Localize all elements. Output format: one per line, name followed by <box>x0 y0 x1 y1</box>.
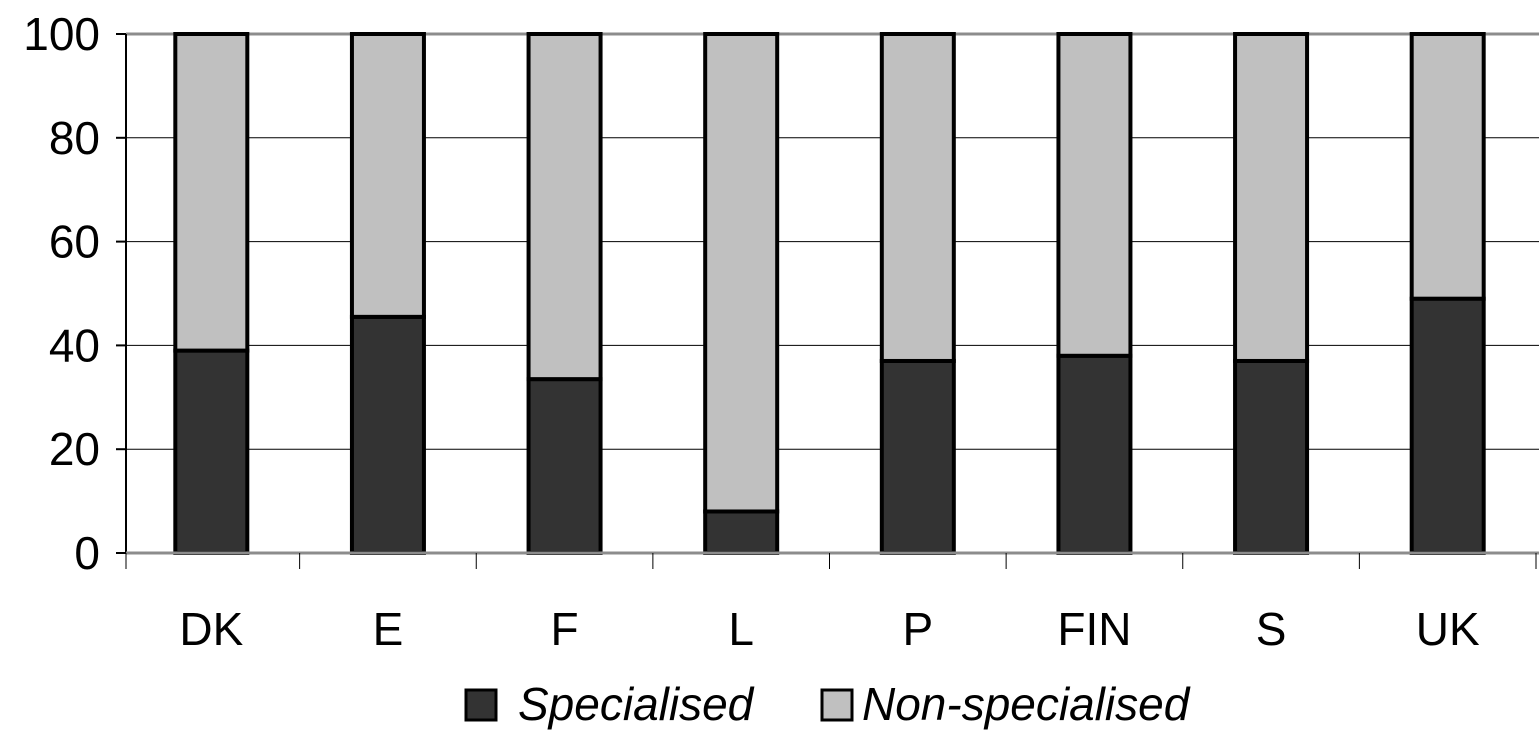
bars <box>173 32 1486 556</box>
bar-dk-specialised <box>173 348 250 555</box>
bar-l-non-specialised <box>703 32 780 514</box>
bar-f-specialised <box>526 377 603 556</box>
labels: 0 20 40 60 80 100 DK E F L P FIN S UK <box>23 8 1480 655</box>
legend: Specialised Non-specialised <box>464 678 1191 730</box>
bar-l-specialised <box>703 509 780 556</box>
x-tick-label: P <box>902 603 933 655</box>
x-tick-label: F <box>551 603 579 655</box>
axes <box>116 33 1539 569</box>
x-tick-label: E <box>373 603 404 655</box>
bar-fin-specialised <box>1056 353 1133 555</box>
legend-swatch-non-specialised <box>820 688 854 722</box>
gridlines <box>126 32 1539 450</box>
legend-label-non-specialised: Non-specialised <box>862 678 1191 730</box>
x-tick-label: UK <box>1416 603 1480 655</box>
legend-swatch-specialised <box>464 688 498 722</box>
x-tick-label: FIN <box>1057 603 1131 655</box>
y-tick-label: 0 <box>74 527 100 579</box>
bar-uk-non-specialised <box>1409 32 1486 301</box>
bar-e-specialised <box>349 314 426 556</box>
bar-e-non-specialised <box>349 32 426 319</box>
bar-fin-non-specialised <box>1056 32 1133 358</box>
bar-dk-non-specialised <box>173 32 250 353</box>
bar-f-non-specialised <box>526 32 603 382</box>
x-tick-label: DK <box>179 603 243 655</box>
y-tick-label: 100 <box>23 8 100 60</box>
y-tick-label: 80 <box>49 112 100 164</box>
bar-p-non-specialised <box>879 32 956 363</box>
x-tick-label: L <box>728 603 754 655</box>
y-tick-label: 60 <box>49 216 100 268</box>
legend-label-specialised: Specialised <box>518 678 755 730</box>
x-tick-label: S <box>1256 603 1287 655</box>
y-tick-label: 20 <box>49 423 100 475</box>
bar-uk-specialised <box>1409 296 1486 555</box>
bar-p-specialised <box>879 358 956 555</box>
y-tick-label: 40 <box>49 319 100 371</box>
bar-s-non-specialised <box>1233 32 1310 363</box>
bar-s-specialised <box>1233 358 1310 555</box>
